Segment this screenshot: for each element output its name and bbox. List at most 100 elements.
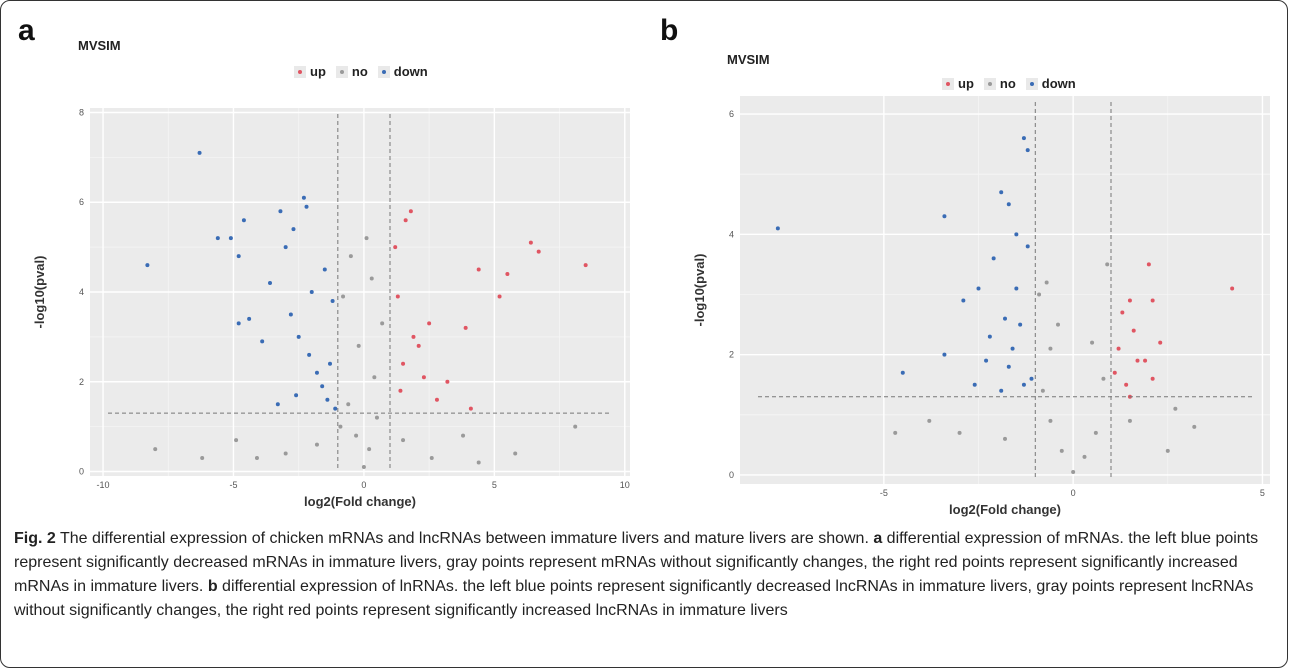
point-down [333,406,338,411]
point-down [241,218,246,223]
point-down [236,254,241,259]
point-up [395,294,400,299]
point-no [1037,292,1042,297]
point-up [536,249,541,254]
point-down [228,236,233,241]
panel-b-letter: b [660,14,679,47]
figure-caption: Fig. 2 The differential expression of ch… [14,527,1276,623]
point-down [1014,286,1019,291]
legend-up-dot [298,69,302,74]
point-down [322,267,327,272]
point-up [1150,298,1155,303]
x-tick-label: -10 [97,480,110,490]
point-up [1230,286,1235,291]
point-up [393,245,398,250]
point-no [429,456,434,461]
y-axis-title: -log10(pval) [32,256,47,329]
point-up [1158,340,1163,345]
point-up [528,240,533,245]
point-no [573,424,578,429]
x-axis-title: log2(Fold change) [949,502,1061,517]
point-down [1014,232,1019,237]
point-up [427,321,432,326]
point-down [942,352,947,357]
legend-no-dot [987,81,992,86]
point-down [294,393,299,398]
point-down [330,298,335,303]
point-down [296,334,301,339]
point-no [356,343,361,348]
point-no [957,430,962,435]
point-down [307,352,312,357]
point-no [1127,418,1132,423]
point-up [408,209,413,214]
point-no [254,456,259,461]
point-no [380,321,385,326]
y-tick-label: 2 [729,350,734,360]
point-down [976,286,981,291]
point-no [364,236,369,241]
y-tick-label: 8 [79,107,84,117]
legend-up-key [942,77,954,90]
caption-intro: The differential expression of chicken m… [55,530,874,547]
point-no [1101,376,1106,381]
point-down [1006,202,1011,207]
legend-no-key [335,65,348,78]
point-no [513,451,518,456]
caption-fig-label: Fig. 2 [14,530,56,547]
point-up [403,218,408,223]
point-down [304,204,309,209]
point-no [1090,340,1095,345]
plot-panel-background [740,96,1270,484]
point-no [372,375,377,380]
x-tick-label: -5 [229,480,237,490]
point-down [283,245,288,250]
point-down [309,290,314,294]
point-no [153,447,158,452]
point-down [1021,136,1026,141]
panel-a-legend: up no down [288,64,428,79]
point-no [1059,448,1064,453]
point-up [505,272,510,277]
y-tick-label: 0 [729,470,734,480]
x-tick-label: 5 [1260,488,1265,498]
point-no [374,415,379,420]
y-axis-title: -log10(pval) [692,254,707,327]
y-tick-label: 0 [79,467,84,477]
legend-no-label: no [999,76,1016,91]
point-down [260,339,265,344]
point-no [346,402,351,407]
point-up [1116,346,1121,351]
point-no [338,424,343,429]
point-no [476,460,481,465]
point-down [278,209,283,214]
point-no [1192,424,1197,429]
point-no [367,447,372,452]
point-down [328,361,332,366]
point-up [1124,382,1129,387]
caption-a-text: differential expression of mRNAs. the le… [14,530,1259,595]
point-down [314,370,319,375]
point-no [1040,388,1045,393]
legend-down-label: down [393,64,428,79]
x-tick-label: 0 [361,480,366,490]
point-up [445,379,450,384]
point-no [1082,454,1087,459]
panel-b-legend: up no down [936,76,1076,91]
point-down [1010,346,1015,351]
x-tick-label: 0 [1071,488,1076,498]
point-no [1056,322,1060,327]
point-up [1112,370,1117,375]
point-down [972,382,977,387]
point-down [999,190,1004,195]
point-no [461,433,466,438]
legend-down-dot [1029,81,1034,86]
panel-b-title: MVSIM [727,52,770,67]
legend-up-key [294,65,306,78]
point-down [145,263,150,268]
legend-up-dot [946,81,950,86]
point-up [476,267,481,272]
point-no [1093,430,1098,435]
point-down [1025,148,1030,153]
caption-a-label: a [873,530,883,547]
